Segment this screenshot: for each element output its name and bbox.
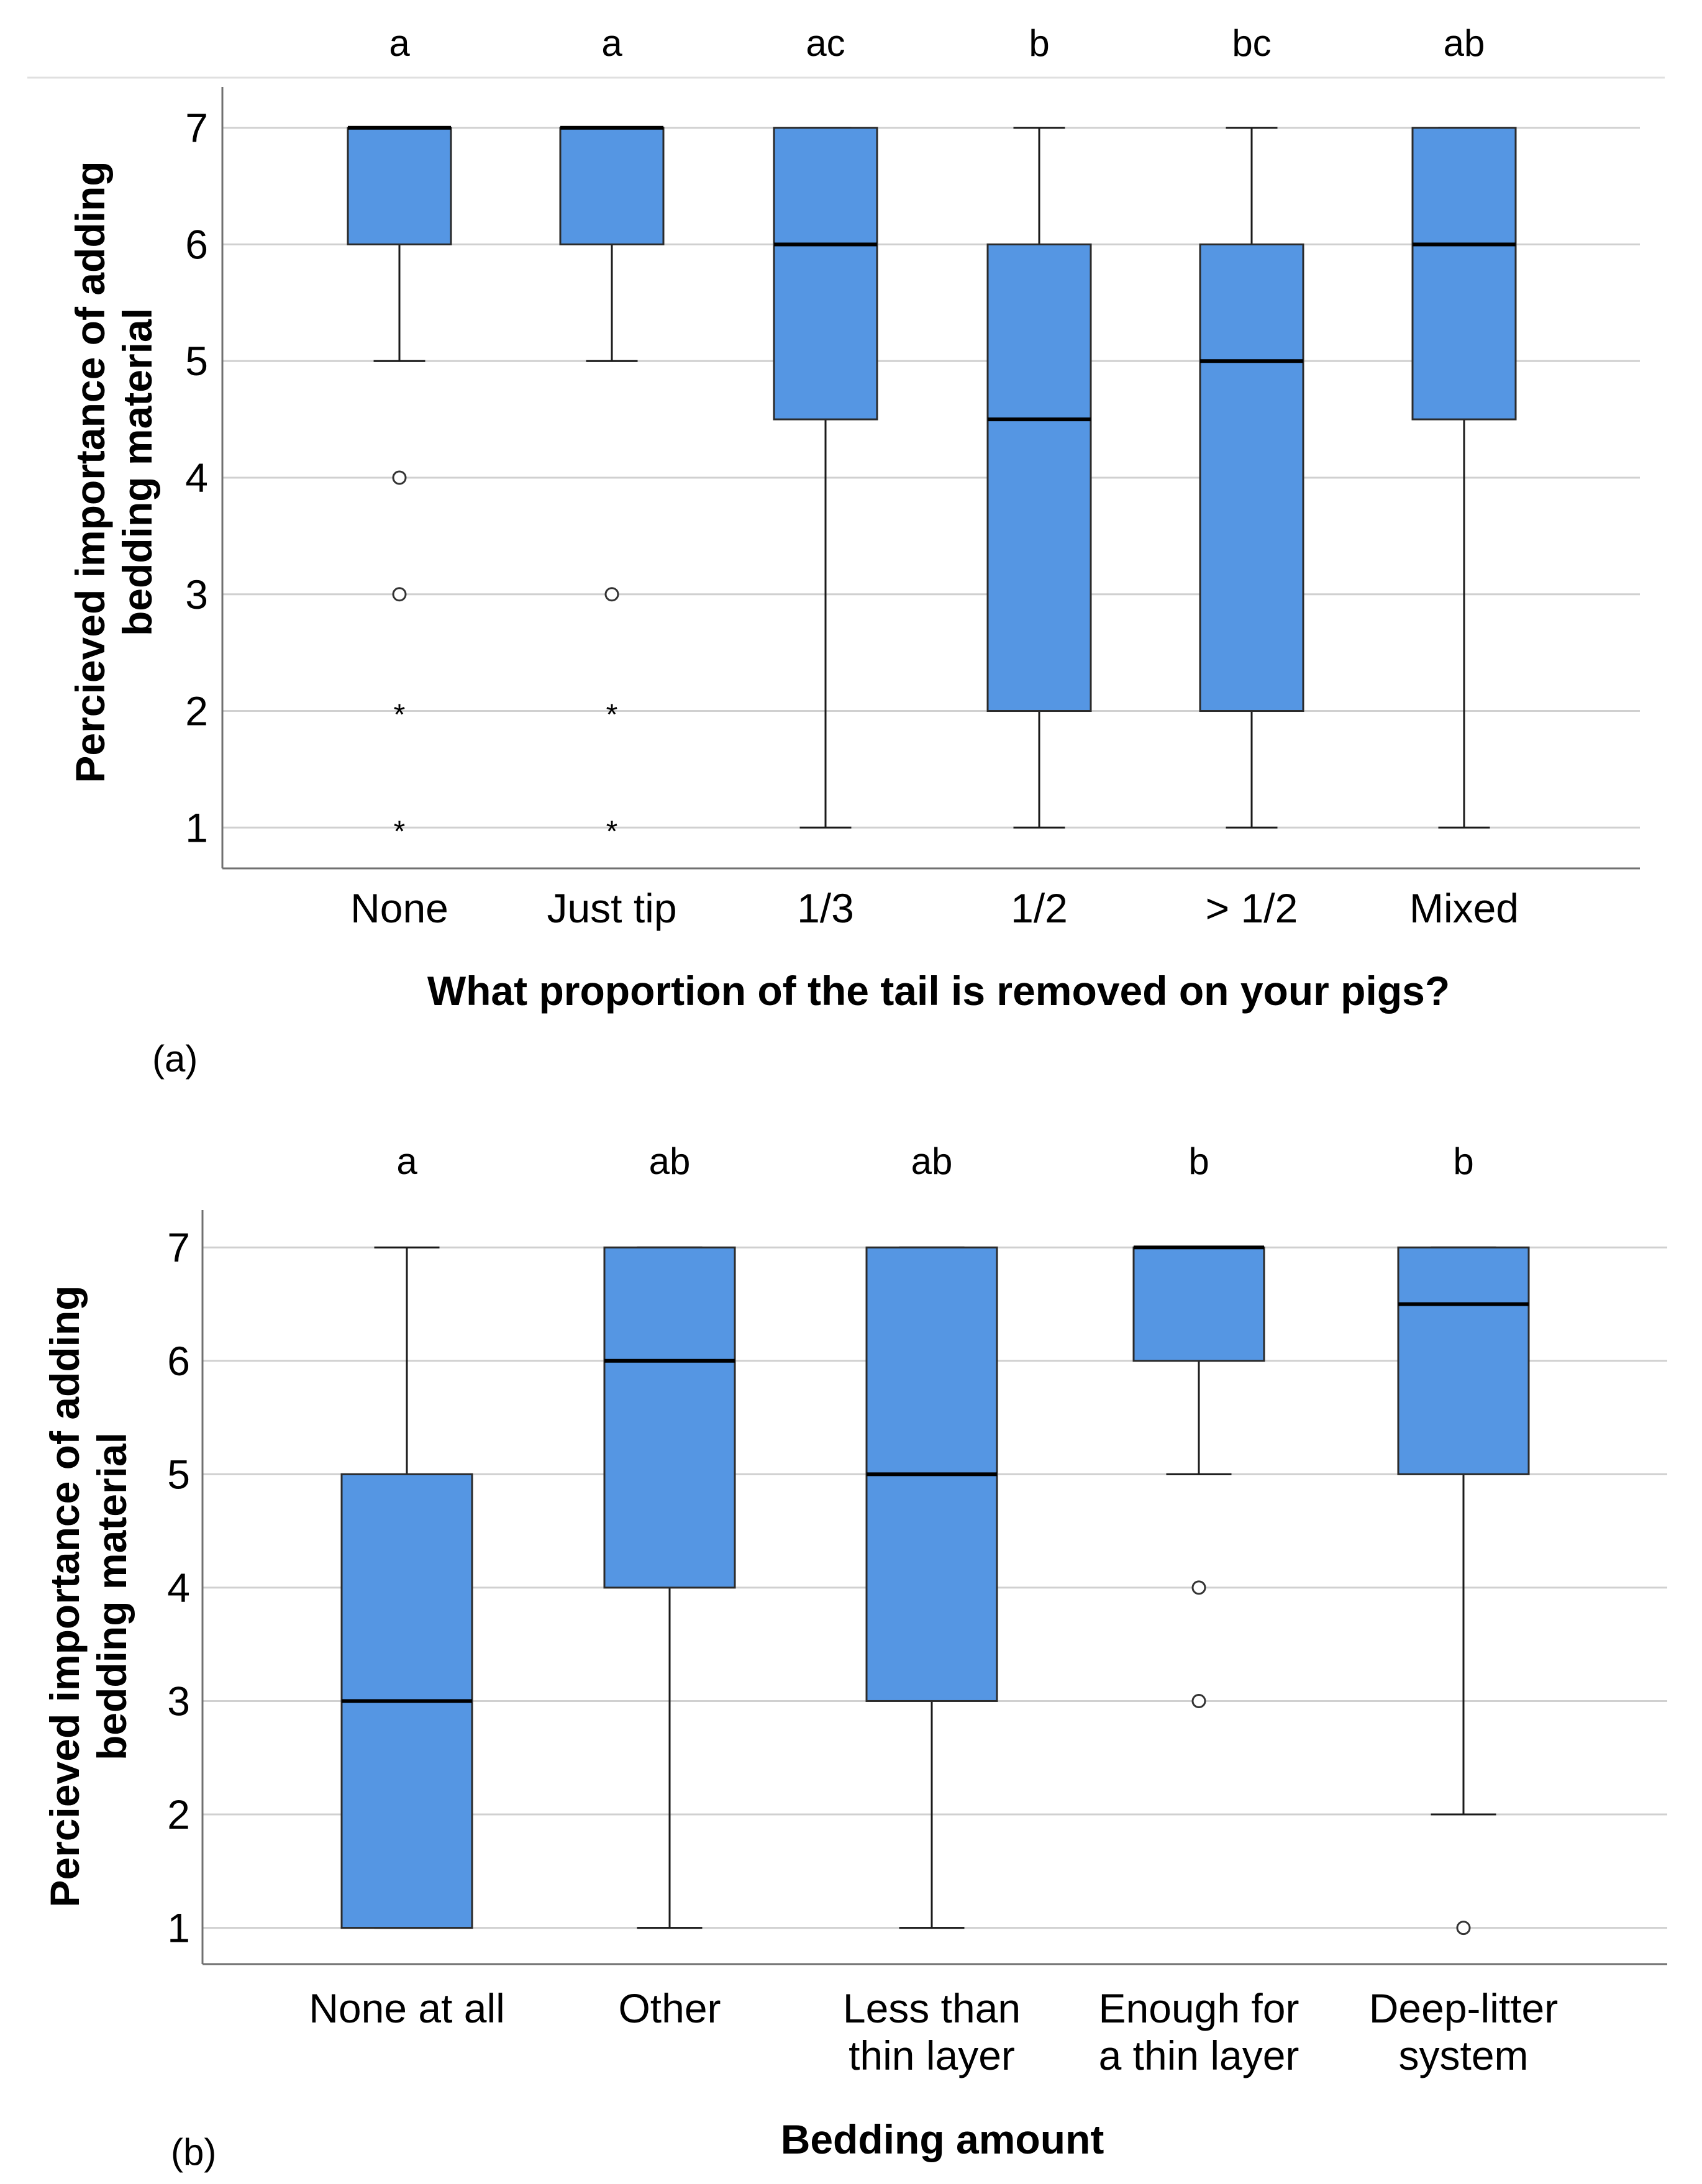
significance-letter: a bbox=[601, 22, 622, 64]
box-iqr bbox=[1411, 127, 1517, 421]
x-category-label: None at all bbox=[309, 1985, 505, 2031]
x-category-label: 1/2 bbox=[1011, 885, 1068, 931]
panel-a: 1 2 3 4 5 6 7 * * a None * * a Just tip ac 1/3 b 1/2 bc > 1/… bbox=[27, 22, 1665, 1080]
x-category-label: > 1/2 bbox=[1206, 885, 1298, 931]
outlier-marker bbox=[1191, 1580, 1206, 1595]
y-tick-label-3: 3 bbox=[185, 571, 208, 617]
box-iqr bbox=[559, 127, 665, 245]
x-category-label: Deep-litter bbox=[1369, 1985, 1558, 2031]
box-iqr bbox=[1132, 1246, 1265, 1362]
box-iqr bbox=[1397, 1246, 1530, 1475]
box-group-3: ac 1/3 bbox=[773, 22, 878, 931]
y-tick-label-3: 3 bbox=[167, 1678, 190, 1724]
significance-letter: b bbox=[1453, 1140, 1473, 1182]
x-category-label: Less than bbox=[843, 1985, 1021, 2031]
y-tick-label-4: 4 bbox=[185, 455, 208, 501]
y-axis-title-line-1: Percieved importance of adding bbox=[42, 1285, 88, 1907]
y-axis-title-line-2: bedding material bbox=[114, 308, 160, 636]
box-iqr bbox=[773, 127, 878, 421]
significance-letter: ab bbox=[1444, 22, 1485, 64]
box-iqr bbox=[603, 1246, 736, 1589]
y-axis-title-line-2: bedding material bbox=[89, 1432, 135, 1760]
significance-letter: b bbox=[1029, 22, 1049, 64]
extreme-marker: * bbox=[606, 699, 618, 732]
x-category-label: Other bbox=[618, 1985, 721, 2031]
y-tick-label-2: 2 bbox=[167, 1791, 190, 1837]
x-axis-title: Bedding amount bbox=[781, 2116, 1104, 2162]
box-iqr bbox=[1199, 243, 1304, 712]
x-category-label: 1/3 bbox=[797, 885, 854, 931]
panel-label: (a) bbox=[152, 1038, 198, 1080]
x-category-label: system bbox=[1398, 2032, 1528, 2078]
box-group-2: * * a Just tip bbox=[547, 22, 676, 931]
x-category-label: None bbox=[350, 885, 448, 931]
box-group-1: a None at all bbox=[309, 1140, 505, 2031]
panel-label: (b) bbox=[171, 2131, 216, 2173]
y-tick-label-7: 7 bbox=[167, 1224, 190, 1270]
y-tick-label-1: 1 bbox=[167, 1905, 190, 1951]
box-group-6: ab Mixed bbox=[1409, 22, 1519, 931]
x-category-label: thin layer bbox=[849, 2032, 1015, 2078]
significance-letter: ac bbox=[806, 22, 845, 64]
outlier-marker bbox=[1456, 1921, 1471, 1936]
y-tick-label-5: 5 bbox=[185, 338, 208, 384]
x-category-label: Just tip bbox=[547, 885, 676, 931]
y-tick-label-5: 5 bbox=[167, 1451, 190, 1497]
x-category-label: Enough for bbox=[1099, 1985, 1299, 2031]
x-category-label: a thin layer bbox=[1099, 2032, 1299, 2078]
significance-letter: b bbox=[1188, 1140, 1209, 1182]
outlier-marker bbox=[392, 587, 407, 602]
y-tick-label-2: 2 bbox=[185, 688, 208, 734]
y-tick-label-1: 1 bbox=[185, 804, 208, 850]
box-group-1: * * a None bbox=[347, 22, 452, 931]
outlier-marker bbox=[604, 587, 619, 602]
panel-b: 1 2 3 4 5 6 7 a None at all ab Other ab Less thanthi… bbox=[42, 1140, 1667, 2173]
extreme-marker: * bbox=[606, 815, 618, 848]
extreme-marker: * bbox=[394, 815, 406, 848]
extreme-marker: * bbox=[394, 699, 406, 732]
y-tick-label-6: 6 bbox=[167, 1338, 190, 1384]
significance-letter: ab bbox=[911, 1140, 953, 1182]
significance-letter: bc bbox=[1232, 22, 1271, 64]
x-category-label: Mixed bbox=[1409, 885, 1519, 931]
outlier-marker bbox=[392, 470, 407, 485]
x-axis-title: What proportion of the tail is removed o… bbox=[427, 968, 1450, 1014]
outlier-marker bbox=[1191, 1693, 1206, 1708]
y-tick-label-4: 4 bbox=[167, 1565, 190, 1611]
box-group-4: b 1/2 bbox=[986, 22, 1092, 931]
box-group-2: ab Other bbox=[603, 1140, 736, 2031]
box-group-5: bc > 1/2 bbox=[1199, 22, 1304, 931]
box-iqr bbox=[347, 127, 452, 245]
y-axis-title-line-1: Percieved importance of adding bbox=[67, 161, 113, 783]
significance-letter: a bbox=[396, 1140, 417, 1182]
box-iqr bbox=[986, 243, 1092, 712]
y-tick-label-6: 6 bbox=[185, 221, 208, 267]
significance-letter: ab bbox=[649, 1140, 691, 1182]
y-tick-label-7: 7 bbox=[185, 105, 208, 151]
significance-letter: a bbox=[389, 22, 410, 64]
